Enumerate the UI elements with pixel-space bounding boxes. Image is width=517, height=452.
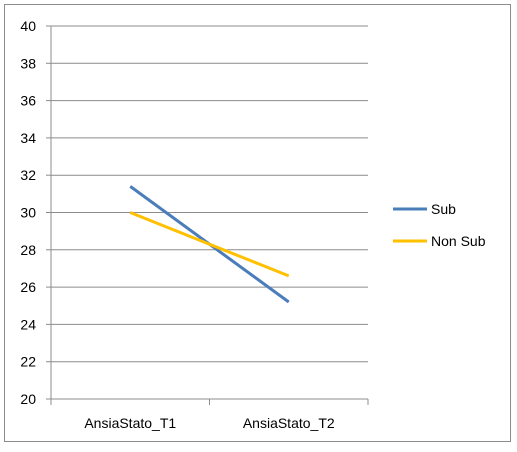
y-tick-label: 22 <box>20 354 36 370</box>
x-tick-label: AnsiaStato_T1 <box>84 415 176 431</box>
y-tick-label: 36 <box>20 93 36 109</box>
y-tick-labels: 20 22 24 26 28 30 32 34 36 38 40 <box>20 18 36 407</box>
legend: Sub Non Sub <box>393 201 486 249</box>
y-tick-label: 38 <box>20 55 36 71</box>
legend-label: Non Sub <box>431 233 486 249</box>
legend-label: Sub <box>431 201 456 217</box>
y-tick-label: 24 <box>20 316 36 332</box>
x-tick-labels: AnsiaStato_T1 AnsiaStato_T2 <box>84 415 335 431</box>
gridlines <box>51 25 368 363</box>
chart-frame <box>4 4 511 442</box>
y-tick-label: 28 <box>20 242 36 258</box>
y-tick-label: 26 <box>20 279 36 295</box>
y-tick-label: 32 <box>20 167 36 183</box>
series-lines <box>129 185 290 304</box>
y-tick-label: 34 <box>20 130 36 146</box>
x-tick-label: AnsiaStato_T2 <box>243 415 335 431</box>
y-tick-label: 20 <box>20 391 36 407</box>
axes <box>46 25 369 405</box>
y-tick-label: 30 <box>20 205 36 221</box>
series-line-non-sub <box>129 211 290 278</box>
y-tick-label: 40 <box>20 18 36 34</box>
